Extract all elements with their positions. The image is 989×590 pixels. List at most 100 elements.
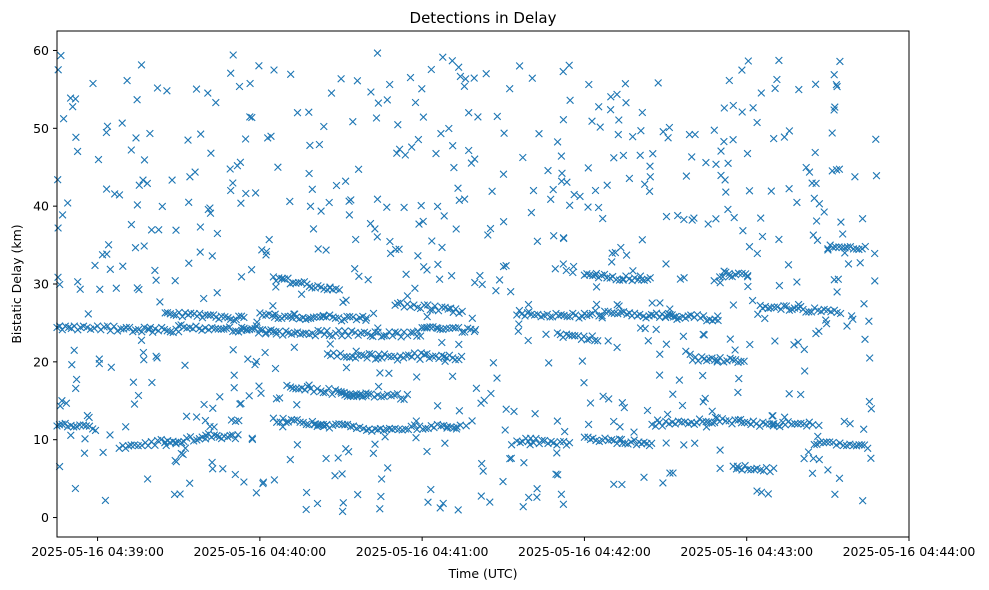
data-point <box>753 487 761 495</box>
data-point <box>204 89 212 97</box>
data-point <box>607 258 616 266</box>
data-point <box>121 423 130 431</box>
data-point <box>865 317 873 325</box>
data-point <box>232 315 240 324</box>
data-point <box>743 271 752 280</box>
data-point <box>615 302 623 310</box>
data-point <box>546 313 554 321</box>
data-point <box>278 275 286 283</box>
data-point <box>448 141 457 150</box>
data-point <box>135 181 144 189</box>
data-point <box>736 415 745 424</box>
data-point <box>393 299 402 308</box>
y-tick-label: 40 <box>33 199 49 214</box>
data-point <box>380 350 389 358</box>
data-point <box>270 476 279 484</box>
data-point <box>325 198 333 207</box>
data-point <box>113 327 122 335</box>
data-point <box>103 122 112 131</box>
data-point <box>649 149 657 158</box>
data-point <box>255 62 263 70</box>
data-point <box>804 448 813 456</box>
data-point <box>96 285 104 294</box>
data-point <box>712 160 720 169</box>
data-point <box>104 241 113 249</box>
data-point <box>486 224 495 233</box>
data-point <box>115 444 123 453</box>
data-point <box>744 57 753 65</box>
data-point <box>209 404 217 413</box>
data-point <box>343 420 352 429</box>
data-point <box>610 154 618 162</box>
data-point <box>374 324 382 332</box>
data-point <box>646 162 654 170</box>
data-point <box>171 276 179 285</box>
data-point <box>843 322 851 330</box>
data-point <box>701 394 709 403</box>
data-point <box>272 418 281 427</box>
data-point <box>464 146 473 155</box>
data-point <box>619 276 627 284</box>
data-point <box>775 281 784 290</box>
data-point <box>604 337 612 345</box>
data-point <box>725 272 734 280</box>
data-point <box>219 465 227 473</box>
data-point <box>713 312 722 320</box>
data-point <box>832 80 841 89</box>
data-point <box>662 417 670 426</box>
data-point <box>679 332 688 341</box>
data-point <box>436 504 444 512</box>
data-point <box>477 399 485 407</box>
data-point <box>454 506 462 514</box>
data-point <box>106 431 114 439</box>
data-point <box>381 433 389 441</box>
data-point <box>805 418 814 426</box>
data-point <box>444 305 452 313</box>
data-point <box>279 414 287 423</box>
data-point <box>448 372 457 381</box>
data-point <box>656 350 664 358</box>
data-point <box>376 369 384 377</box>
data-point <box>828 129 836 137</box>
data-point <box>534 310 542 319</box>
data-point <box>305 169 313 178</box>
data-point <box>476 271 484 280</box>
data-point <box>328 390 336 398</box>
data-point <box>493 374 501 382</box>
data-point <box>196 248 204 256</box>
data-point <box>54 224 62 232</box>
data-point <box>675 376 684 384</box>
data-point <box>376 505 384 513</box>
data-point <box>598 314 606 322</box>
data-point <box>353 490 362 499</box>
data-point <box>447 271 456 280</box>
y-tick-label: 50 <box>33 121 49 136</box>
data-point <box>800 367 809 375</box>
data-point <box>168 176 176 184</box>
data-point <box>226 186 235 195</box>
data-point <box>282 418 290 427</box>
data-point <box>468 314 477 323</box>
data-point <box>309 313 318 322</box>
data-point <box>735 374 743 383</box>
data-point <box>584 203 592 211</box>
data-point <box>364 275 372 284</box>
data-point <box>810 304 819 312</box>
data-point <box>499 262 508 271</box>
data-point <box>131 243 140 252</box>
data-point <box>400 203 408 212</box>
data-point <box>662 212 671 221</box>
data-point <box>830 70 838 79</box>
data-point <box>445 124 453 133</box>
data-point <box>678 401 687 410</box>
data-point <box>321 388 330 397</box>
data-point <box>593 337 602 345</box>
data-point <box>382 332 391 340</box>
data-point <box>812 329 820 338</box>
data-point <box>237 312 246 320</box>
data-point <box>388 331 397 340</box>
data-point <box>412 433 420 442</box>
data-point <box>127 220 136 229</box>
data-point <box>231 434 240 443</box>
data-point <box>734 388 742 397</box>
